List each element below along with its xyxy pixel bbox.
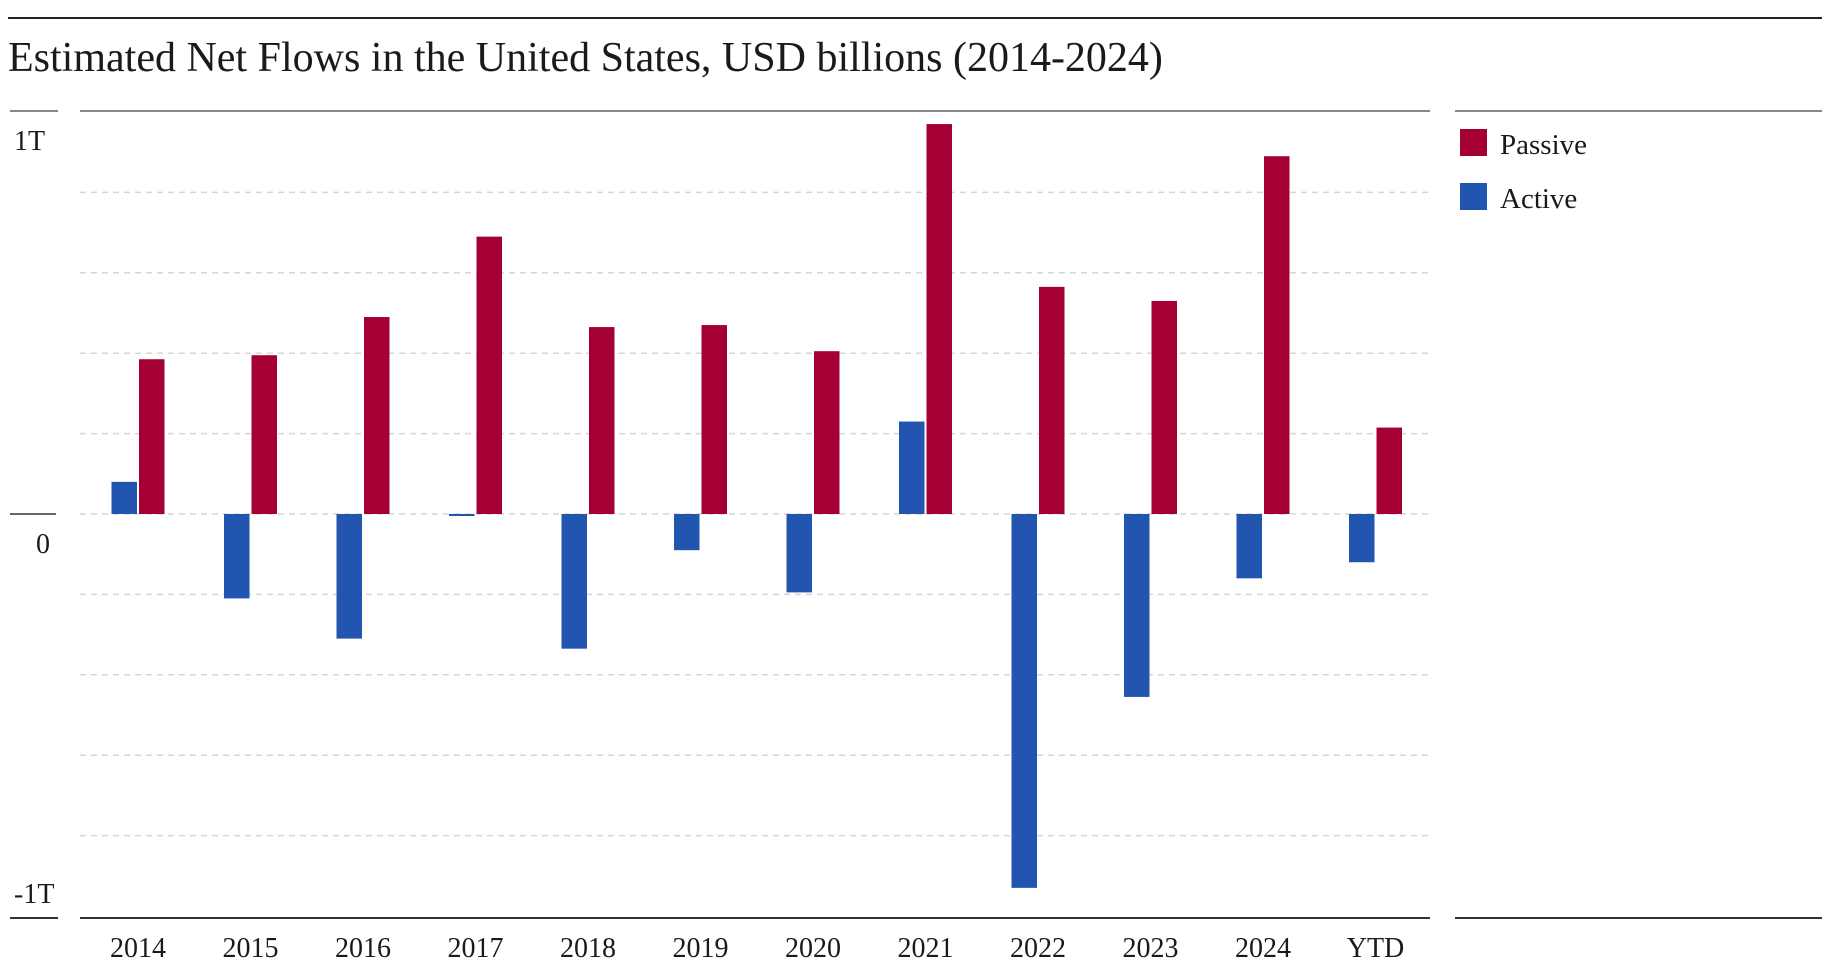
x-tick-label: 2016 — [335, 933, 391, 962]
x-tick-label: 2015 — [223, 933, 279, 962]
title-rule — [8, 17, 1822, 19]
bar-passive-2020 — [814, 351, 840, 514]
bar-active-2019 — [674, 514, 700, 551]
y-tick-label: 1T — [14, 126, 45, 157]
x-tick-label: 2023 — [1123, 933, 1179, 962]
x-tick-label: 2024 — [1235, 933, 1291, 962]
legend-label-passive: Passive — [1500, 129, 1587, 161]
bar-passive-ytd — [1376, 427, 1402, 514]
y-tick-label: -1T — [14, 879, 54, 910]
chart-title: Estimated Net Flows in the United States… — [8, 35, 1163, 81]
bar-active-2017 — [449, 514, 475, 517]
bar-active-2018 — [561, 514, 587, 649]
bar-active-2021 — [899, 421, 925, 514]
x-tick-label: 2019 — [673, 933, 729, 962]
bar-passive-2022 — [1039, 286, 1065, 514]
bar-passive-2019 — [701, 325, 727, 514]
x-tick-label: 2018 — [560, 933, 616, 962]
bar-active-ytd — [1349, 514, 1375, 563]
bar-active-2024 — [1236, 514, 1262, 579]
bar-passive-2018 — [589, 327, 615, 514]
bar-active-2014 — [111, 481, 137, 514]
x-tick-label: 2021 — [898, 933, 954, 962]
bar-active-2022 — [1011, 514, 1037, 888]
legend-swatch-active — [1460, 183, 1487, 210]
bar-active-2016 — [336, 514, 362, 639]
bar-passive-2014 — [139, 359, 165, 514]
x-tick-label: YTD — [1347, 933, 1405, 962]
x-tick-label: 2017 — [448, 933, 504, 962]
bar-passive-2016 — [364, 317, 390, 514]
bar-passive-2017 — [476, 236, 502, 514]
x-tick-label: 2014 — [110, 933, 166, 962]
bar-active-2020 — [786, 514, 812, 593]
bar-passive-2024 — [1264, 156, 1290, 514]
bar-passive-2021 — [926, 124, 952, 514]
bar-passive-2023 — [1151, 300, 1177, 514]
bar-active-2015 — [224, 514, 250, 599]
x-tick-label: 2020 — [785, 933, 841, 962]
x-tick-label: 2022 — [1010, 933, 1066, 962]
legend-label-active: Active — [1500, 183, 1577, 215]
y-tick-label: 0 — [36, 529, 50, 560]
bar-passive-2015 — [251, 355, 277, 514]
legend-swatch-passive — [1460, 129, 1487, 156]
bar-active-2023 — [1124, 514, 1150, 697]
